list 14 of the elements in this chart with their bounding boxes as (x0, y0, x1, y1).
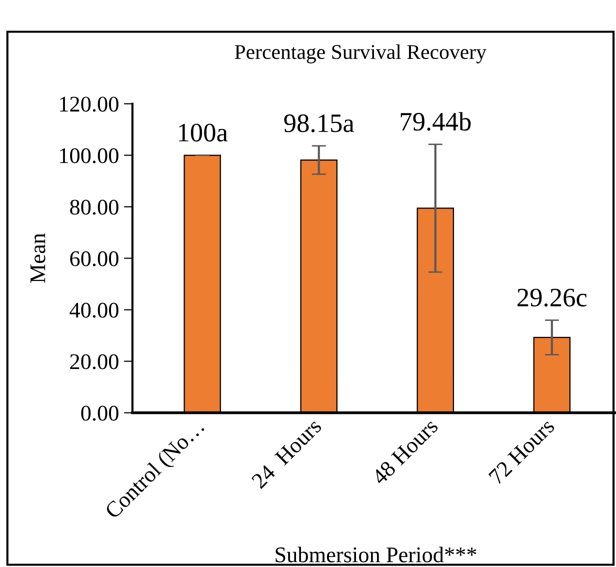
y-tick-label: 0.00 (81, 406, 118, 421)
y-tick-label: 40.00 (70, 302, 118, 318)
data-label: 100a (179, 124, 228, 142)
data-label: 29.26c (518, 288, 587, 307)
y-axis-title: Mean (30, 233, 46, 283)
y-tick-label: 20.00 (70, 354, 118, 370)
y-tick-label: 60.00 (70, 251, 118, 266)
y-tick-label: 100.00 (60, 148, 118, 164)
y-tick-label: 120.00 (60, 96, 118, 112)
chart-title: Percentage Survival Recovery (234, 44, 486, 64)
data-label: 98.15a (284, 114, 354, 132)
y-tick-label: 80.00 (70, 200, 118, 215)
x-axis-title: Submersion Period*** (276, 546, 476, 562)
data-label: 79.44b (400, 112, 471, 131)
